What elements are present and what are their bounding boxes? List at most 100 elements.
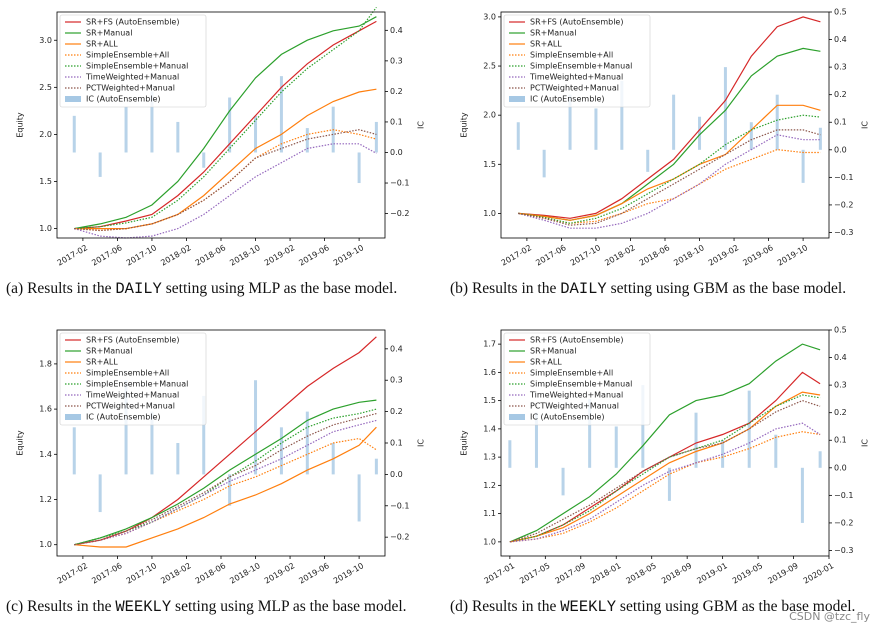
ic-bar	[698, 116, 702, 150]
x-tick-label: 2017-10	[125, 243, 158, 268]
x-tick-label: 2019-02	[707, 243, 740, 268]
x-tick-label: 2018-02	[159, 561, 192, 586]
chart: 1.0 1.5 2.0 2.5 3.0 −0.3 −0.2 −0.1 0.0 0.1 0.2 0.3 0…	[460, 8, 870, 268]
y2-tick-label: 0.4	[390, 26, 403, 35]
equity-line	[509, 431, 821, 543]
y-tick-label: 1.2	[483, 481, 496, 490]
y-axis-label: Equity	[460, 112, 469, 138]
figure-panel: 1.0 1.5 2.0 2.5 3.0 −0.3 −0.2 −0.1 0.0 0.1 0.2 0.3 0…	[444, 0, 884, 316]
figure-panel: 1.0 1.5 2.0 2.5 3.0 −0.2 −0.1 0.0 0.1 0.2 0.3 0.4 20…	[0, 0, 440, 316]
y2-axis-label: IC	[417, 439, 426, 447]
figure-panel: 1.0 1.2 1.4 1.6 1.8 −0.2 −0.1 0.0 0.1 0.2 0.3 0.4 20…	[0, 318, 440, 633]
caption-prefix: (a) Results in the	[6, 280, 116, 297]
y2-tick-label: 0.4	[834, 353, 847, 362]
ic-bar	[357, 474, 361, 522]
x-tick-label: 2018-01	[589, 561, 622, 586]
x-tick-label: 2018-06	[194, 243, 227, 268]
x-tick-label: 2017-02	[56, 243, 89, 268]
caption: (d) Results in the WEEKLY setting using …	[450, 598, 868, 616]
ic-bar	[254, 115, 258, 153]
ic-bar	[202, 395, 206, 475]
x-tick-label: 2017-10	[125, 561, 158, 586]
y-tick-label: 1.6	[483, 368, 496, 377]
ic-bar	[594, 108, 598, 150]
y2-tick-label: −0.1	[390, 179, 409, 188]
y2-tick-label: 0.1	[390, 439, 403, 448]
legend-label: SR+Manual	[86, 347, 132, 356]
ic-bar	[374, 121, 378, 153]
legend-label: IC (AutoEnsemble)	[530, 413, 605, 422]
legend-label: SimpleEnsemble+Manual	[86, 62, 188, 71]
caption-suffix: setting using MLP as the base model.	[161, 280, 398, 297]
ic-bar	[534, 412, 538, 468]
ic-bar	[667, 467, 671, 501]
equity-line	[74, 88, 377, 230]
x-tick-label: 2018-06	[638, 243, 671, 268]
equity-line	[509, 394, 821, 543]
ic-bar	[305, 128, 309, 153]
legend-label: SR+FS (AutoEnsemble)	[86, 336, 179, 345]
y2-tick-label: −0.1	[834, 173, 853, 182]
ic-bar	[801, 149, 805, 183]
legend-swatch	[509, 96, 525, 102]
ic-bar	[228, 97, 232, 153]
y-axis-label: Equity	[460, 430, 469, 456]
y-tick-label: 1.0	[483, 209, 496, 218]
legend-label: IC (AutoEnsemble)	[530, 95, 605, 104]
legend-box	[59, 332, 207, 426]
ic-bar	[516, 122, 520, 150]
x-tick-label: 2018-10	[672, 243, 705, 268]
chart: 1.0 1.1 1.2 1.3 1.4 1.5 1.6 1.7 −0.3 −0.2 −0.1 0.0 0…	[460, 326, 870, 586]
equity-line	[518, 134, 821, 229]
y2-tick-label: 0.2	[390, 407, 403, 416]
legend-label: SimpleEnsemble+All	[530, 51, 613, 60]
ic-bar	[721, 440, 725, 468]
equity-line	[74, 6, 377, 230]
ic-bar	[150, 91, 154, 153]
y-tick-label: 1.5	[39, 177, 52, 186]
ic-bar	[775, 94, 779, 150]
ic-bar	[176, 121, 180, 153]
ic-bar	[620, 80, 624, 150]
x-tick-label: 2017-06	[90, 561, 123, 586]
ic-bar	[72, 115, 76, 153]
y-axis-label: Equity	[16, 430, 25, 456]
x-tick-label: 2017-06	[90, 243, 123, 268]
equity-line	[509, 399, 821, 543]
ic-bar	[614, 426, 618, 468]
equity-line	[509, 422, 821, 543]
ic-bar	[723, 67, 727, 150]
ic-bar	[508, 440, 512, 468]
x-tick-label: 2017-10	[569, 243, 602, 268]
ic-bar	[279, 76, 283, 153]
caption-setting: DAILY	[115, 280, 162, 298]
y-tick-label: 1.2	[39, 495, 52, 504]
equity-line	[74, 419, 377, 546]
legend-box	[59, 14, 207, 108]
ic-bar	[800, 467, 804, 523]
equity-line	[518, 114, 821, 224]
equity-line	[518, 129, 821, 226]
equity-line	[518, 16, 821, 219]
equity-line	[74, 129, 377, 232]
legend-label: PCTWeighted+Manual	[530, 84, 619, 93]
legend-label: SR+ALL	[86, 40, 118, 49]
ic-bar	[150, 411, 154, 475]
y2-tick-label: 0.1	[834, 436, 847, 445]
y2-tick-label: 0.5	[834, 8, 847, 17]
legend-label: TimeWeighted+Manual	[529, 73, 623, 82]
legend-label: SR+ALL	[530, 40, 562, 49]
y-tick-label: 1.0	[483, 537, 496, 546]
y2-tick-label: 0.3	[390, 56, 403, 65]
legend-label: SR+FS (AutoEnsemble)	[86, 18, 179, 27]
caption-suffix: setting using GBM as the base model.	[616, 598, 856, 615]
ic-bar	[542, 149, 546, 178]
x-tick-label: 2018-10	[228, 243, 261, 268]
ic-bar	[568, 94, 572, 150]
x-tick-label: 2019-06	[297, 561, 330, 586]
x-tick-label: 2019-10	[776, 243, 809, 268]
legend-box	[503, 14, 651, 108]
caption: (a) Results in the DAILY setting using M…	[6, 280, 424, 298]
caption-prefix: (c) Results in the	[6, 598, 116, 615]
